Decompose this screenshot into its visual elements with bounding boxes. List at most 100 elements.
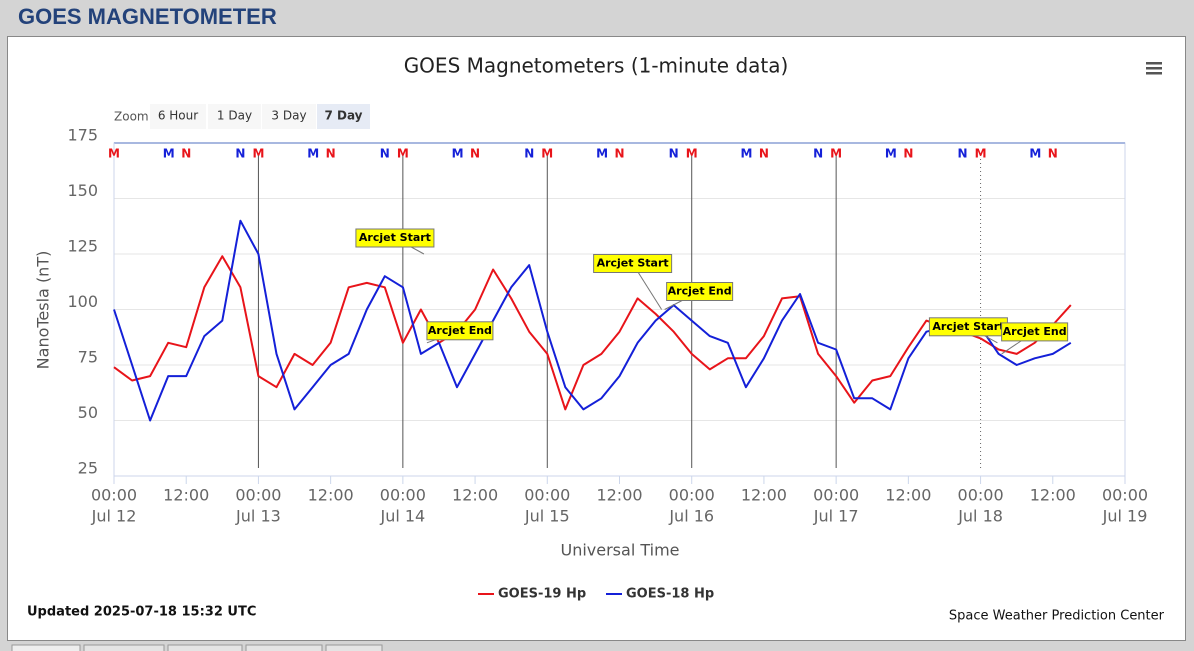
annotation-label: Arcjet End (428, 324, 492, 337)
y-tick-label: 100 (67, 292, 98, 311)
y-tick-label: 150 (67, 181, 98, 200)
marker-label: N (669, 147, 679, 161)
menu-bar (1146, 62, 1162, 65)
x-tick-label: 12:00 (1030, 486, 1076, 505)
zoom-button[interactable]: 6 Hour (150, 104, 206, 129)
zoom-button-label: 1 Day (217, 109, 252, 123)
zoom-button-bg (208, 104, 261, 129)
x-tick-label: 12:00 (452, 486, 498, 505)
annotation-box (1001, 322, 1069, 342)
zoom-button-bg (317, 104, 370, 129)
x-tick-label: 12:00 (596, 486, 642, 505)
zoom-button[interactable]: 1 Day (208, 104, 261, 129)
marker-label: N (524, 147, 534, 161)
marker-label: N (380, 147, 390, 161)
zoom-button[interactable]: 7 Day (317, 104, 370, 129)
x-tick-label: 12:00 (741, 486, 787, 505)
marker-label: N (903, 147, 913, 161)
page-title: GOES MAGNETOMETER (18, 4, 277, 29)
annotation-label: Arcjet Start (597, 257, 669, 270)
annotation-label: Arcjet Start (932, 320, 1004, 333)
tab[interactable] (167, 644, 243, 651)
zoom-button[interactable]: 3 Day (262, 104, 316, 129)
zoom-button-bg (262, 104, 316, 129)
legend-item[interactable]: GOES-18 Hp (606, 587, 714, 602)
x-tick-label: 00:00 (91, 486, 137, 505)
x-tick-label: 12:00 (308, 486, 354, 505)
tab[interactable] (325, 644, 383, 651)
x-tick-label: 00:00 (1102, 486, 1148, 505)
marker-label: N (1048, 147, 1058, 161)
x-tick-label: 00:00 (669, 486, 715, 505)
legend-label: GOES-18 Hp (626, 587, 714, 602)
marker-label: M (885, 147, 897, 161)
x-tick-label: 00:00 (958, 486, 1004, 505)
chart-title: GOES Magnetometers (1-minute data) (404, 54, 789, 78)
annotation-label: Arcjet Start (359, 231, 431, 244)
legend-label: GOES-19 Hp (498, 587, 586, 602)
marker-label: M (975, 147, 987, 161)
tab[interactable] (11, 644, 81, 651)
marker-label: N (326, 147, 336, 161)
marker-label: M (830, 147, 842, 161)
x-tick-label: 12:00 (885, 486, 931, 505)
marker-label: N (614, 147, 624, 161)
marker-label: M (252, 147, 264, 161)
series-line (113, 219, 1072, 422)
annotation-box (666, 282, 734, 301)
marker-label: M (741, 147, 753, 161)
marker-label: N (181, 147, 191, 161)
x-tick-label: 00:00 (380, 486, 426, 505)
annotation-box (426, 321, 494, 341)
zoom-button-bg (150, 104, 206, 129)
x-tick-date: Jul 19 (1102, 507, 1148, 526)
marker-label: M (541, 147, 553, 161)
marker-label: M (397, 147, 409, 161)
x-tick-date: Jul 16 (668, 507, 714, 526)
tab[interactable] (83, 644, 165, 651)
y-tick-label: 50 (78, 403, 98, 422)
x-tick-label: 12:00 (163, 486, 209, 505)
marker-label: N (957, 147, 967, 161)
zoom-button-label: 7 Day (324, 109, 362, 123)
tab[interactable] (245, 644, 323, 651)
x-axis-label: Universal Time (560, 541, 679, 560)
x-tick-label: 00:00 (235, 486, 281, 505)
menu-button[interactable] (1146, 62, 1162, 75)
series-line (113, 255, 1072, 411)
marker-label: M (307, 147, 319, 161)
marker-label: N (235, 147, 245, 161)
marker-label: M (596, 147, 608, 161)
zoom-button-label: 6 Hour (158, 109, 198, 123)
marker-label: M (108, 147, 120, 161)
marker-label: M (1029, 147, 1041, 161)
zoom-button-label: 3 Day (271, 109, 306, 123)
x-tick-label: 00:00 (813, 486, 859, 505)
x-tick-date: Jul 13 (235, 507, 281, 526)
y-tick-label: 75 (78, 348, 98, 367)
x-tick-date: Jul 17 (813, 507, 859, 526)
annotation-box (593, 254, 673, 273)
y-tick-label: 25 (78, 459, 98, 478)
legend-item[interactable]: GOES-19 Hp (478, 587, 586, 602)
marker-label: M (686, 147, 698, 161)
menu-bar (1146, 72, 1162, 75)
y-tick-label: 175 (67, 126, 98, 145)
credit: Space Weather Prediction Center (949, 609, 1165, 624)
menu-bar (1146, 67, 1162, 70)
annotation-label: Arcjet End (1003, 325, 1067, 338)
zoom-label: Zoom (114, 110, 149, 124)
marker-label: N (813, 147, 823, 161)
x-tick-date: Jul 18 (957, 507, 1003, 526)
x-tick-date: Jul 14 (379, 507, 425, 526)
annotation-label: Arcjet End (668, 285, 732, 298)
y-tick-label: 125 (67, 237, 98, 256)
x-tick-date: Jul 12 (91, 507, 137, 526)
x-tick-label: 00:00 (524, 486, 570, 505)
y-axis-label: NanoTesla (nT) (34, 251, 53, 370)
annotation-box (355, 228, 435, 248)
marker-label: M (452, 147, 464, 161)
updated-time: Updated 2025-07-18 15:32 UTC (27, 605, 256, 620)
